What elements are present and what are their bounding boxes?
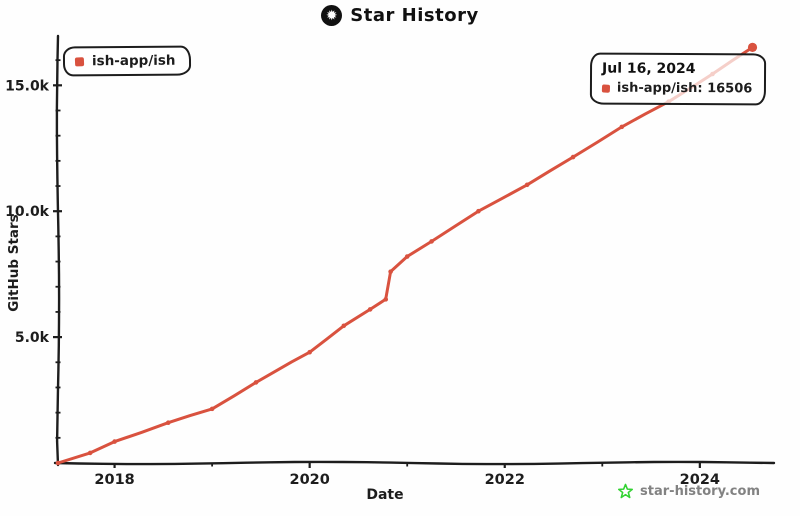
watermark-link[interactable]: star-history.com (617, 483, 760, 500)
x-tick-label: 2018 (94, 472, 134, 488)
series-point (253, 380, 259, 385)
legend-item-ish-app-ish[interactable]: ish-app/ish (91, 52, 176, 70)
page-title: Star History (350, 5, 479, 26)
series-point (619, 124, 625, 130)
series-point (383, 297, 389, 302)
series-color-marker-icon (74, 56, 85, 67)
series-point (524, 182, 530, 188)
series-point (570, 154, 576, 160)
y-tick-label: 5.0k (15, 330, 50, 346)
series-color-marker-icon (601, 83, 611, 93)
series-point (112, 439, 117, 444)
series-point (388, 269, 393, 274)
watermark-text: star-history.com (640, 484, 760, 499)
series-point (341, 323, 347, 329)
chart-tooltip: Jul 16, 2024 ish-app/ish: 16506 (589, 52, 767, 106)
series-point (55, 460, 61, 466)
x-axis-line (53, 460, 776, 466)
y-axis-title: GitHub Stars (6, 214, 22, 312)
series-point (476, 208, 481, 214)
series-end-point (747, 42, 758, 53)
x-tick-label: 2020 (289, 472, 329, 488)
page-header: ✹ Star History (0, 5, 800, 26)
series-point (307, 349, 312, 355)
tooltip-series-row: ish-app/ish: 16506 (601, 80, 753, 97)
x-tick-label: 2024 (680, 472, 720, 488)
series-point (404, 254, 410, 259)
series-line (56, 45, 754, 465)
series-point (367, 307, 373, 312)
x-axis-title: Date (366, 487, 404, 503)
star-history-logo-icon: ✹ (321, 5, 343, 26)
series-point (87, 450, 93, 456)
tooltip-date: Jul 16, 2024 (602, 60, 696, 78)
chart-legend: ish-app/ish (62, 45, 191, 77)
y-tick-label: 15.0k (5, 78, 50, 94)
tooltip-series-value: ish-app/ish: 16506 (616, 80, 753, 97)
y-axis-line (55, 34, 61, 467)
y-tick-label: 10.0k (5, 204, 50, 220)
series-point (429, 239, 434, 244)
series-point (165, 420, 171, 426)
green-star-icon (618, 483, 634, 499)
x-tick-label: 2022 (485, 472, 525, 488)
series-point (209, 406, 215, 412)
